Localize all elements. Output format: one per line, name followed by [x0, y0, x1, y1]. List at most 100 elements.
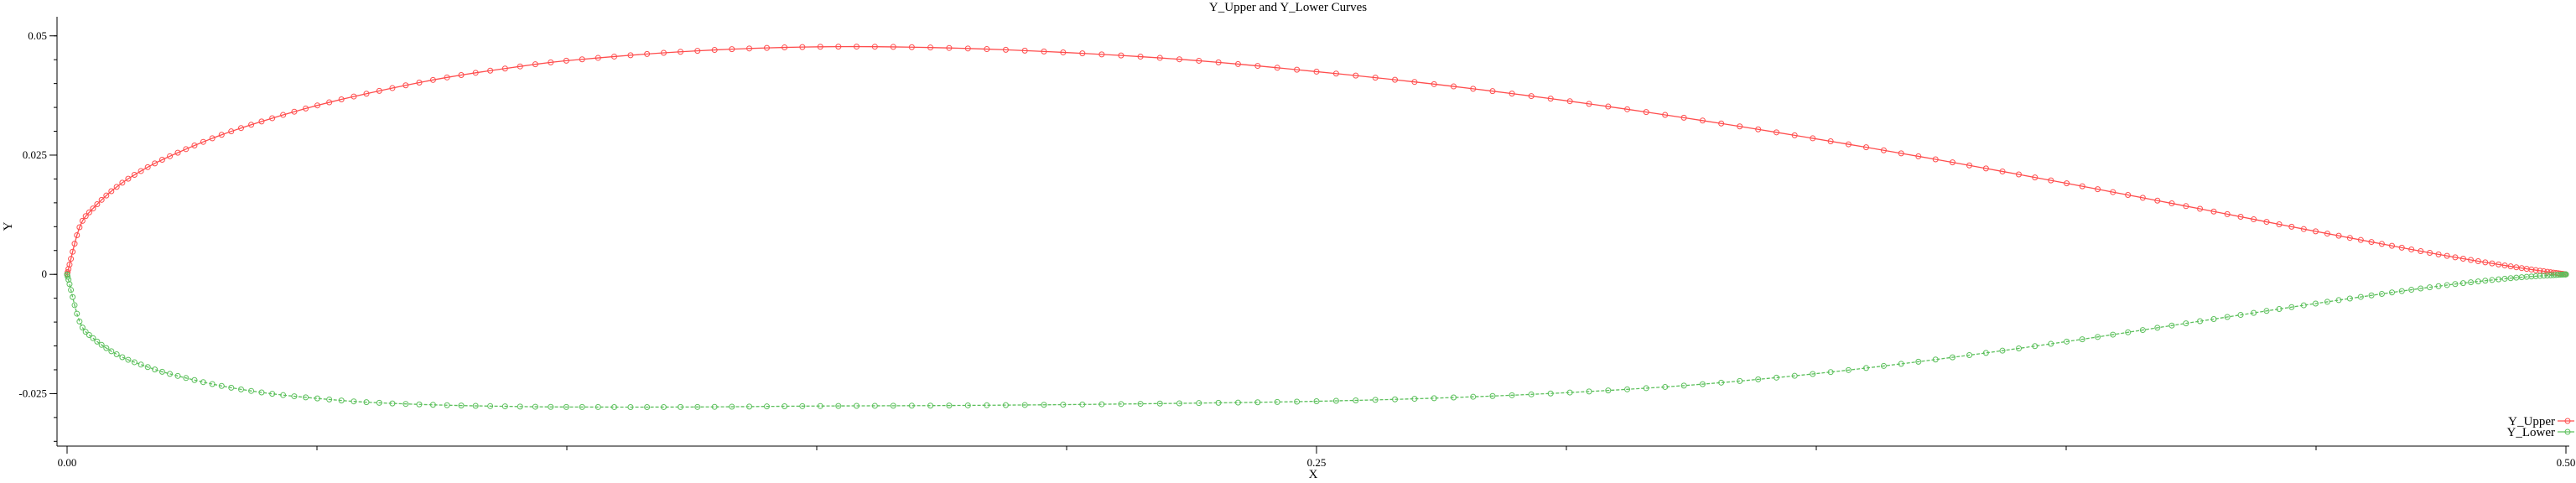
data-point	[2251, 216, 2257, 223]
data-point	[1021, 47, 1028, 54]
data-point	[2507, 275, 2514, 282]
data-point	[1137, 401, 1144, 408]
data-point	[2408, 246, 2415, 252]
axes	[56, 17, 2569, 447]
data-point	[1982, 165, 1989, 172]
data-point	[579, 403, 585, 410]
data-point	[248, 387, 255, 394]
data-point	[1431, 80, 1437, 87]
data-point	[70, 293, 76, 300]
data-point	[2048, 177, 2054, 184]
data-point	[144, 364, 151, 371]
data-point	[2110, 189, 2116, 195]
data-point	[817, 402, 823, 409]
data-point	[2541, 268, 2547, 275]
data-point	[2263, 308, 2270, 314]
data-point	[351, 93, 357, 100]
data-point	[1949, 159, 1955, 166]
data-point	[71, 302, 78, 309]
data-point	[2313, 300, 2319, 307]
data-point	[694, 48, 701, 55]
data-point	[1002, 46, 1009, 53]
data-point	[835, 402, 842, 409]
data-point	[1791, 132, 1798, 138]
data-point	[2168, 322, 2175, 329]
data-point	[2368, 292, 2375, 299]
data-point	[2452, 281, 2459, 288]
data-point	[158, 368, 165, 375]
data-point	[1643, 385, 1649, 392]
data-point	[1274, 65, 1280, 71]
data-point	[2427, 249, 2433, 256]
data-point	[79, 325, 86, 331]
data-point	[2435, 251, 2442, 257]
data-point	[2544, 273, 2551, 279]
data-point	[1915, 358, 1922, 365]
data-point	[548, 59, 554, 65]
data-point	[98, 341, 105, 348]
data-point	[501, 65, 508, 72]
data-point	[280, 392, 287, 398]
data-point	[2048, 340, 2054, 347]
data-point	[1509, 91, 1515, 97]
legend-label: Y_Upper	[2508, 415, 2555, 428]
data-point	[927, 402, 934, 409]
data-point	[2468, 257, 2475, 263]
data-point	[799, 44, 806, 50]
data-point	[817, 44, 823, 50]
data-point	[2125, 192, 2132, 199]
data-point	[1880, 147, 1887, 153]
data-point	[1718, 120, 1725, 127]
data-point	[517, 63, 523, 70]
data-point	[1060, 402, 1067, 408]
data-point	[66, 262, 73, 268]
data-point	[1372, 397, 1379, 403]
data-point	[610, 403, 617, 410]
data-point	[1156, 55, 1163, 61]
data-point	[2541, 273, 2547, 279]
data-point	[291, 393, 298, 400]
data-point	[1470, 393, 1477, 400]
data-point	[1845, 366, 1852, 373]
data-point	[152, 160, 158, 167]
data-point	[2346, 235, 2353, 242]
data-point	[763, 44, 770, 51]
data-point	[218, 382, 225, 389]
data-point	[1041, 402, 1047, 408]
data-point	[2398, 244, 2405, 251]
data-point	[532, 403, 538, 410]
data-point	[76, 224, 83, 231]
data-point	[1949, 354, 1955, 361]
data-point	[1845, 141, 1852, 148]
legend-swatch-marker	[2564, 428, 2571, 435]
data-point	[2197, 318, 2204, 325]
data-point	[1118, 401, 1124, 408]
data-point	[363, 399, 370, 406]
data-point	[2435, 283, 2442, 289]
data-point	[2300, 226, 2307, 232]
data-point	[1254, 63, 1261, 70]
data-point	[258, 389, 265, 396]
data-point	[1966, 162, 1973, 169]
data-point	[1774, 129, 1780, 136]
data-point	[209, 135, 216, 142]
data-point	[2389, 289, 2396, 296]
data-point	[66, 281, 73, 288]
data-point	[2276, 305, 2283, 312]
data-point	[1566, 389, 1573, 396]
data-point	[1699, 117, 1706, 124]
data-point	[853, 44, 860, 50]
data-point	[799, 402, 806, 409]
data-point	[1392, 76, 1399, 83]
y-tick-label: -0.025	[18, 387, 47, 399]
data-point	[729, 403, 735, 410]
data-point	[1098, 51, 1105, 58]
x-ticks: 0.00 0.25 0.50	[58, 446, 2575, 469]
data-point	[2482, 278, 2489, 284]
data-point	[138, 168, 144, 174]
data-point	[1680, 114, 1687, 121]
data-point	[1234, 60, 1241, 67]
data-point	[314, 395, 320, 402]
data-point	[1156, 400, 1163, 407]
data-point	[2335, 232, 2342, 239]
